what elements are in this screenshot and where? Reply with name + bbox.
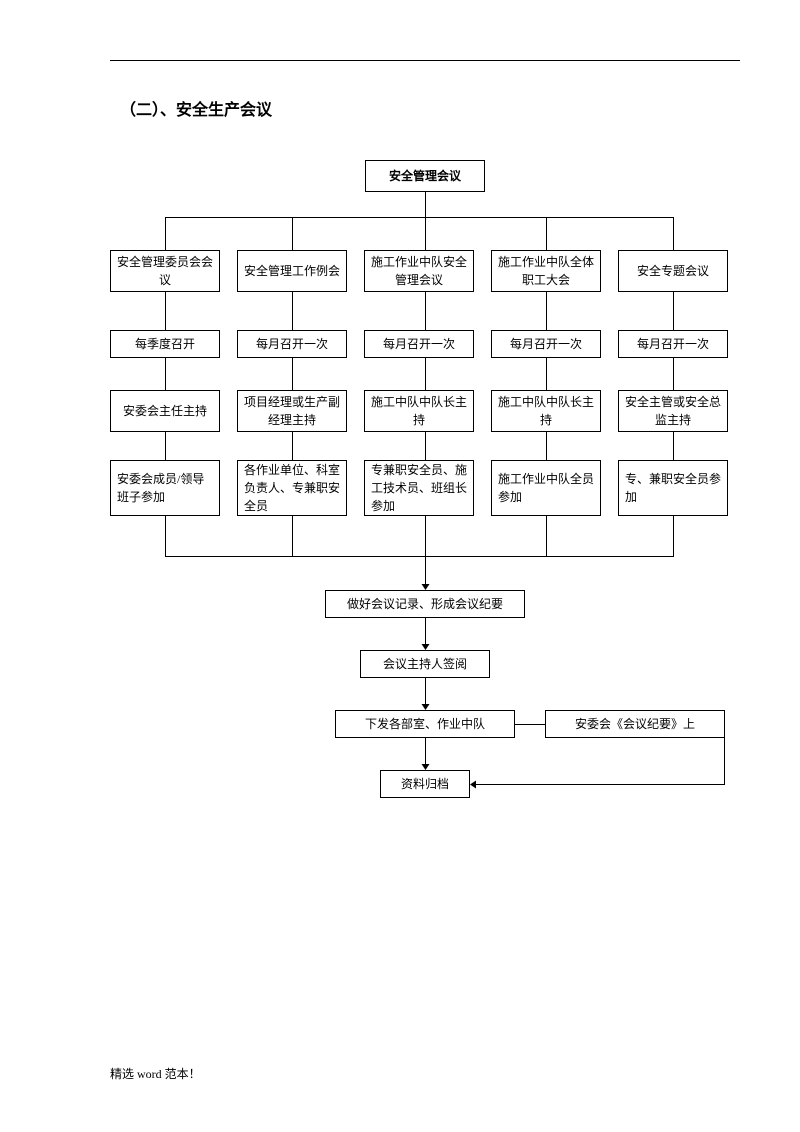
node-col-r2: 每月召开一次	[237, 330, 347, 358]
node-distribute: 下发各部室、作业中队	[335, 710, 515, 738]
connector	[546, 292, 547, 330]
node-col-r1: 安全管理工作例会	[237, 250, 347, 292]
connector	[425, 358, 426, 390]
node-col-r2: 每月召开一次	[491, 330, 601, 358]
section-heading: （二）、安全生产会议	[120, 96, 750, 120]
node-col-r1: 安全专题会议	[618, 250, 728, 292]
node-root: 安全管理会议	[365, 160, 485, 192]
node-col-r4: 各作业单位、科室负责人、专兼职安全员	[237, 460, 347, 516]
connector	[425, 618, 426, 644]
connector	[425, 556, 426, 584]
connector	[165, 358, 166, 390]
flowchart: 安全管理会议 安全管理委员会会议 每季度召开 安委会主任主持 安委会成员/领导班…	[110, 160, 730, 910]
node-col-r2: 每月召开一次	[364, 330, 474, 358]
node-col-r1: 施工作业中队安全管理会议	[364, 250, 474, 292]
connector	[292, 432, 293, 460]
node-col-r4: 专、兼职安全员参加	[618, 460, 728, 516]
connector	[425, 192, 426, 217]
node-record: 做好会议记录、形成会议纪要	[325, 590, 525, 618]
connector	[546, 358, 547, 390]
node-col-r3: 项目经理或生产副经理主持	[237, 390, 347, 432]
connector	[673, 292, 674, 330]
connector	[515, 724, 545, 725]
node-col-r4: 施工作业中队全员参加	[491, 460, 601, 516]
connector	[425, 738, 426, 764]
connector	[165, 292, 166, 330]
node-col-r3: 安委会主任主持	[110, 390, 220, 432]
connector	[425, 432, 426, 460]
node-col-r1: 施工作业中队全体职工大会	[491, 250, 601, 292]
connector	[546, 516, 547, 556]
connector	[292, 516, 293, 556]
node-archive: 资料归档	[380, 770, 470, 798]
connector	[476, 784, 725, 785]
node-col-r1: 安全管理委员会会议	[110, 250, 220, 292]
connector	[165, 217, 674, 218]
connector	[165, 556, 674, 557]
node-col-r3: 安全主管或安全总监主持	[618, 390, 728, 432]
node-col-r3: 施工中队中队长主持	[491, 390, 601, 432]
connector	[292, 217, 293, 250]
node-col-r4: 专兼职安全员、施工技术员、班组长参加	[364, 460, 474, 516]
connector	[425, 292, 426, 330]
connector	[673, 217, 674, 250]
connector	[165, 516, 166, 556]
arrow-icon	[470, 781, 476, 789]
connector	[292, 292, 293, 330]
connector	[425, 217, 426, 250]
node-minutes: 安委会《会议纪要》上	[545, 710, 725, 738]
connector	[673, 358, 674, 390]
node-col-r2: 每季度召开	[110, 330, 220, 358]
node-col-r3: 施工中队中队长主持	[364, 390, 474, 432]
footer-text: 精选 word 范本！	[110, 1065, 201, 1082]
connector	[425, 516, 426, 556]
connector	[425, 678, 426, 704]
node-col-r4: 安委会成员/领导班子参加	[110, 460, 220, 516]
connector	[546, 432, 547, 460]
connector	[673, 432, 674, 460]
connector	[546, 217, 547, 250]
node-col-r2: 每月召开一次	[618, 330, 728, 358]
connector	[724, 738, 725, 784]
node-review: 会议主持人签阅	[360, 650, 490, 678]
connector	[165, 217, 166, 250]
connector	[165, 432, 166, 460]
top-divider	[110, 60, 740, 61]
connector	[673, 516, 674, 556]
connector	[292, 358, 293, 390]
